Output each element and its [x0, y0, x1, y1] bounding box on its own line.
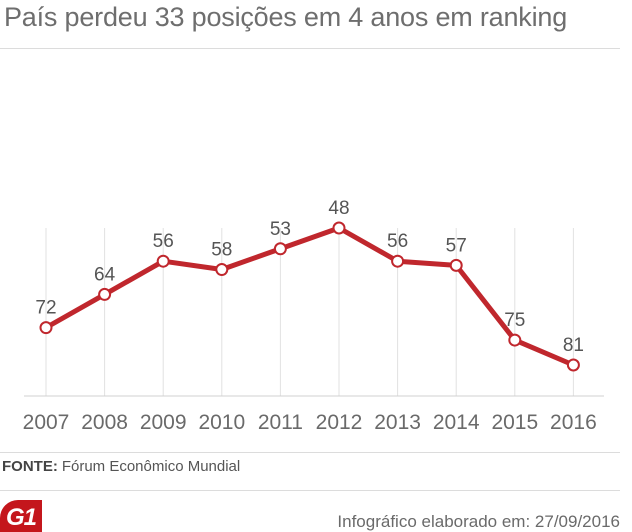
data-point: [508, 333, 522, 347]
data-point: [98, 287, 112, 301]
data-point: [273, 242, 287, 256]
data-points: [39, 221, 580, 372]
data-point: [215, 263, 229, 277]
data-label: 81: [563, 335, 584, 356]
data-point: [332, 221, 346, 235]
x-tick-labels: 2007 2008 2009 2010 2011 2012 2013 2014 2015 2016: [23, 411, 597, 434]
series-line: [43, 225, 576, 368]
x-tick-label: 2012: [316, 411, 363, 434]
series-line-layer: [43, 225, 576, 368]
data-label: 56: [153, 231, 174, 252]
data-label: 72: [35, 298, 56, 319]
data-label: 56: [387, 231, 408, 252]
footer-divider: [0, 490, 620, 491]
infographic-credit: Infográfico elaborado em: 27/09/2016: [337, 512, 620, 531]
data-label: 57: [446, 235, 467, 256]
source-top-divider: [0, 452, 620, 453]
data-label: 75: [504, 310, 525, 331]
data-label: 58: [211, 240, 232, 261]
data-label: 53: [270, 219, 291, 240]
data-labels: 72 64 56 58 53 48 56 57 75 81: [35, 198, 584, 356]
x-tick-label: 2014: [433, 411, 480, 434]
top-divider: [0, 48, 620, 49]
x-tick-label: 2008: [81, 411, 128, 434]
data-point: [391, 254, 405, 268]
g1-logo: G1: [0, 500, 42, 532]
x-tick-label: 2011: [258, 411, 303, 434]
x-tick-label: 2009: [140, 411, 187, 434]
data-point: [566, 358, 580, 372]
data-point: [39, 321, 53, 335]
data-label: 48: [328, 198, 349, 219]
source-note: FONTE: Fórum Econômico Mundial: [2, 458, 240, 475]
x-tick-label: 2015: [491, 411, 538, 434]
x-tick-label: 2013: [374, 411, 421, 434]
x-tick-label: 2007: [23, 411, 70, 434]
data-label: 64: [94, 264, 116, 285]
chart-title: País perdeu 33 posições em 4 anos em ran…: [4, 2, 568, 32]
x-tick-label: 2010: [198, 411, 245, 434]
line-chart: 72 64 56 58 53 48 56 57 75 81 2007 2008 2009 2010 201…: [23, 198, 604, 434]
source-text: Fórum Econômico Mundial: [61, 458, 241, 475]
data-point: [156, 254, 170, 268]
source-label: FONTE:: [2, 458, 58, 475]
data-point: [449, 258, 463, 272]
x-tick-label: 2016: [550, 411, 597, 434]
